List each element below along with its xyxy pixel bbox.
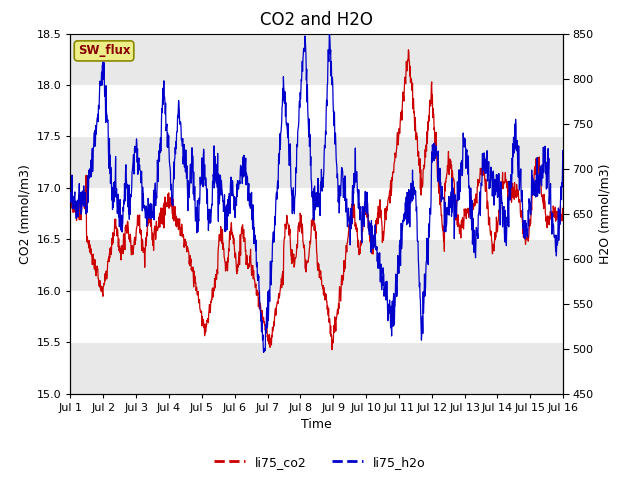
Y-axis label: H2O (mmol/m3): H2O (mmol/m3) xyxy=(599,163,612,264)
Y-axis label: CO2 (mmol/m3): CO2 (mmol/m3) xyxy=(18,164,31,264)
Bar xyxy=(70,240,563,291)
Bar xyxy=(70,136,563,188)
Text: SW_flux: SW_flux xyxy=(78,44,131,58)
Bar xyxy=(70,291,563,342)
Bar xyxy=(70,34,563,85)
X-axis label: Time: Time xyxy=(301,418,332,431)
Bar xyxy=(70,85,563,136)
Title: CO2 and H2O: CO2 and H2O xyxy=(260,11,373,29)
Bar xyxy=(70,188,563,240)
Bar xyxy=(70,342,563,394)
Legend: li75_co2, li75_h2o: li75_co2, li75_h2o xyxy=(209,451,431,474)
